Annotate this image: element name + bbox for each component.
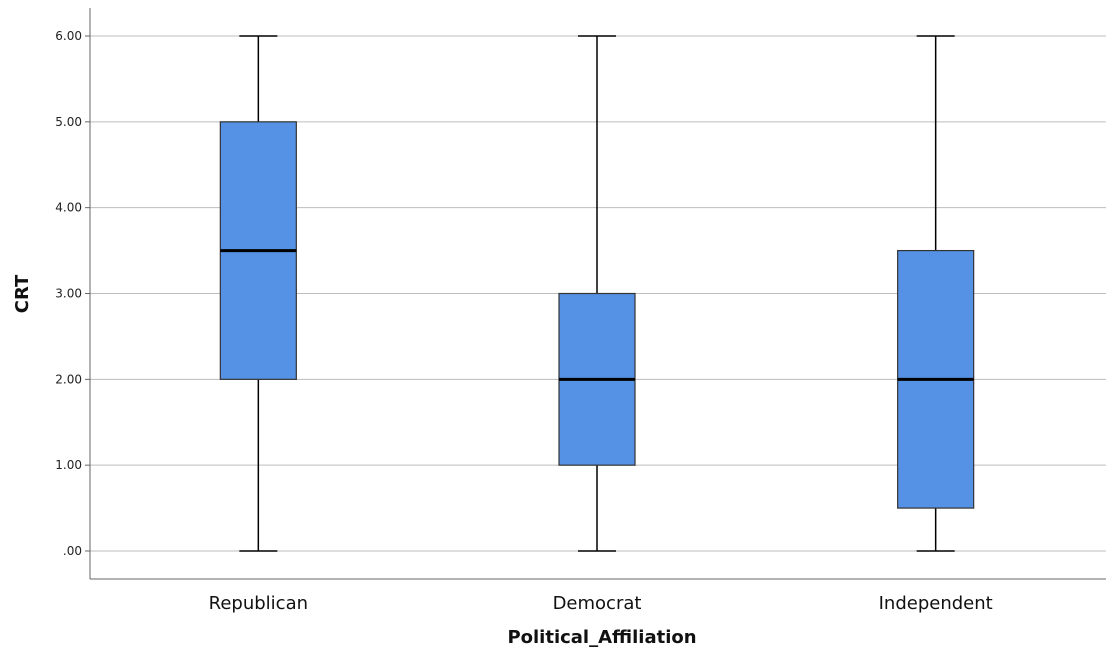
box-group	[219, 35, 297, 552]
y-axis-ticks: .00 1.00 2.00 3.00 4.00 5.00 6.00	[55, 29, 90, 558]
box-group	[897, 35, 975, 552]
x-tick-label: Independent	[879, 593, 993, 614]
y-tick-label: 5.00	[55, 115, 82, 129]
y-tick-label: 2.00	[55, 372, 82, 386]
x-axis-title: Political_Affiliation	[507, 627, 696, 648]
x-axis-tick-labels: Republican Democrat Independent	[209, 593, 993, 614]
y-axis-title: CRT	[12, 274, 33, 313]
box-group	[558, 35, 636, 552]
y-tick-label: 1.00	[55, 458, 82, 472]
y-tick-label: 4.00	[55, 201, 82, 215]
y-tick-label: 6.00	[55, 29, 82, 43]
y-tick-label: .00	[63, 544, 82, 558]
y-tick-label: 3.00	[55, 287, 82, 301]
x-tick-label: Democrat	[553, 593, 642, 614]
boxes-group	[219, 35, 975, 552]
axes	[89, 8, 1106, 580]
x-tick-label: Republican	[209, 593, 308, 614]
